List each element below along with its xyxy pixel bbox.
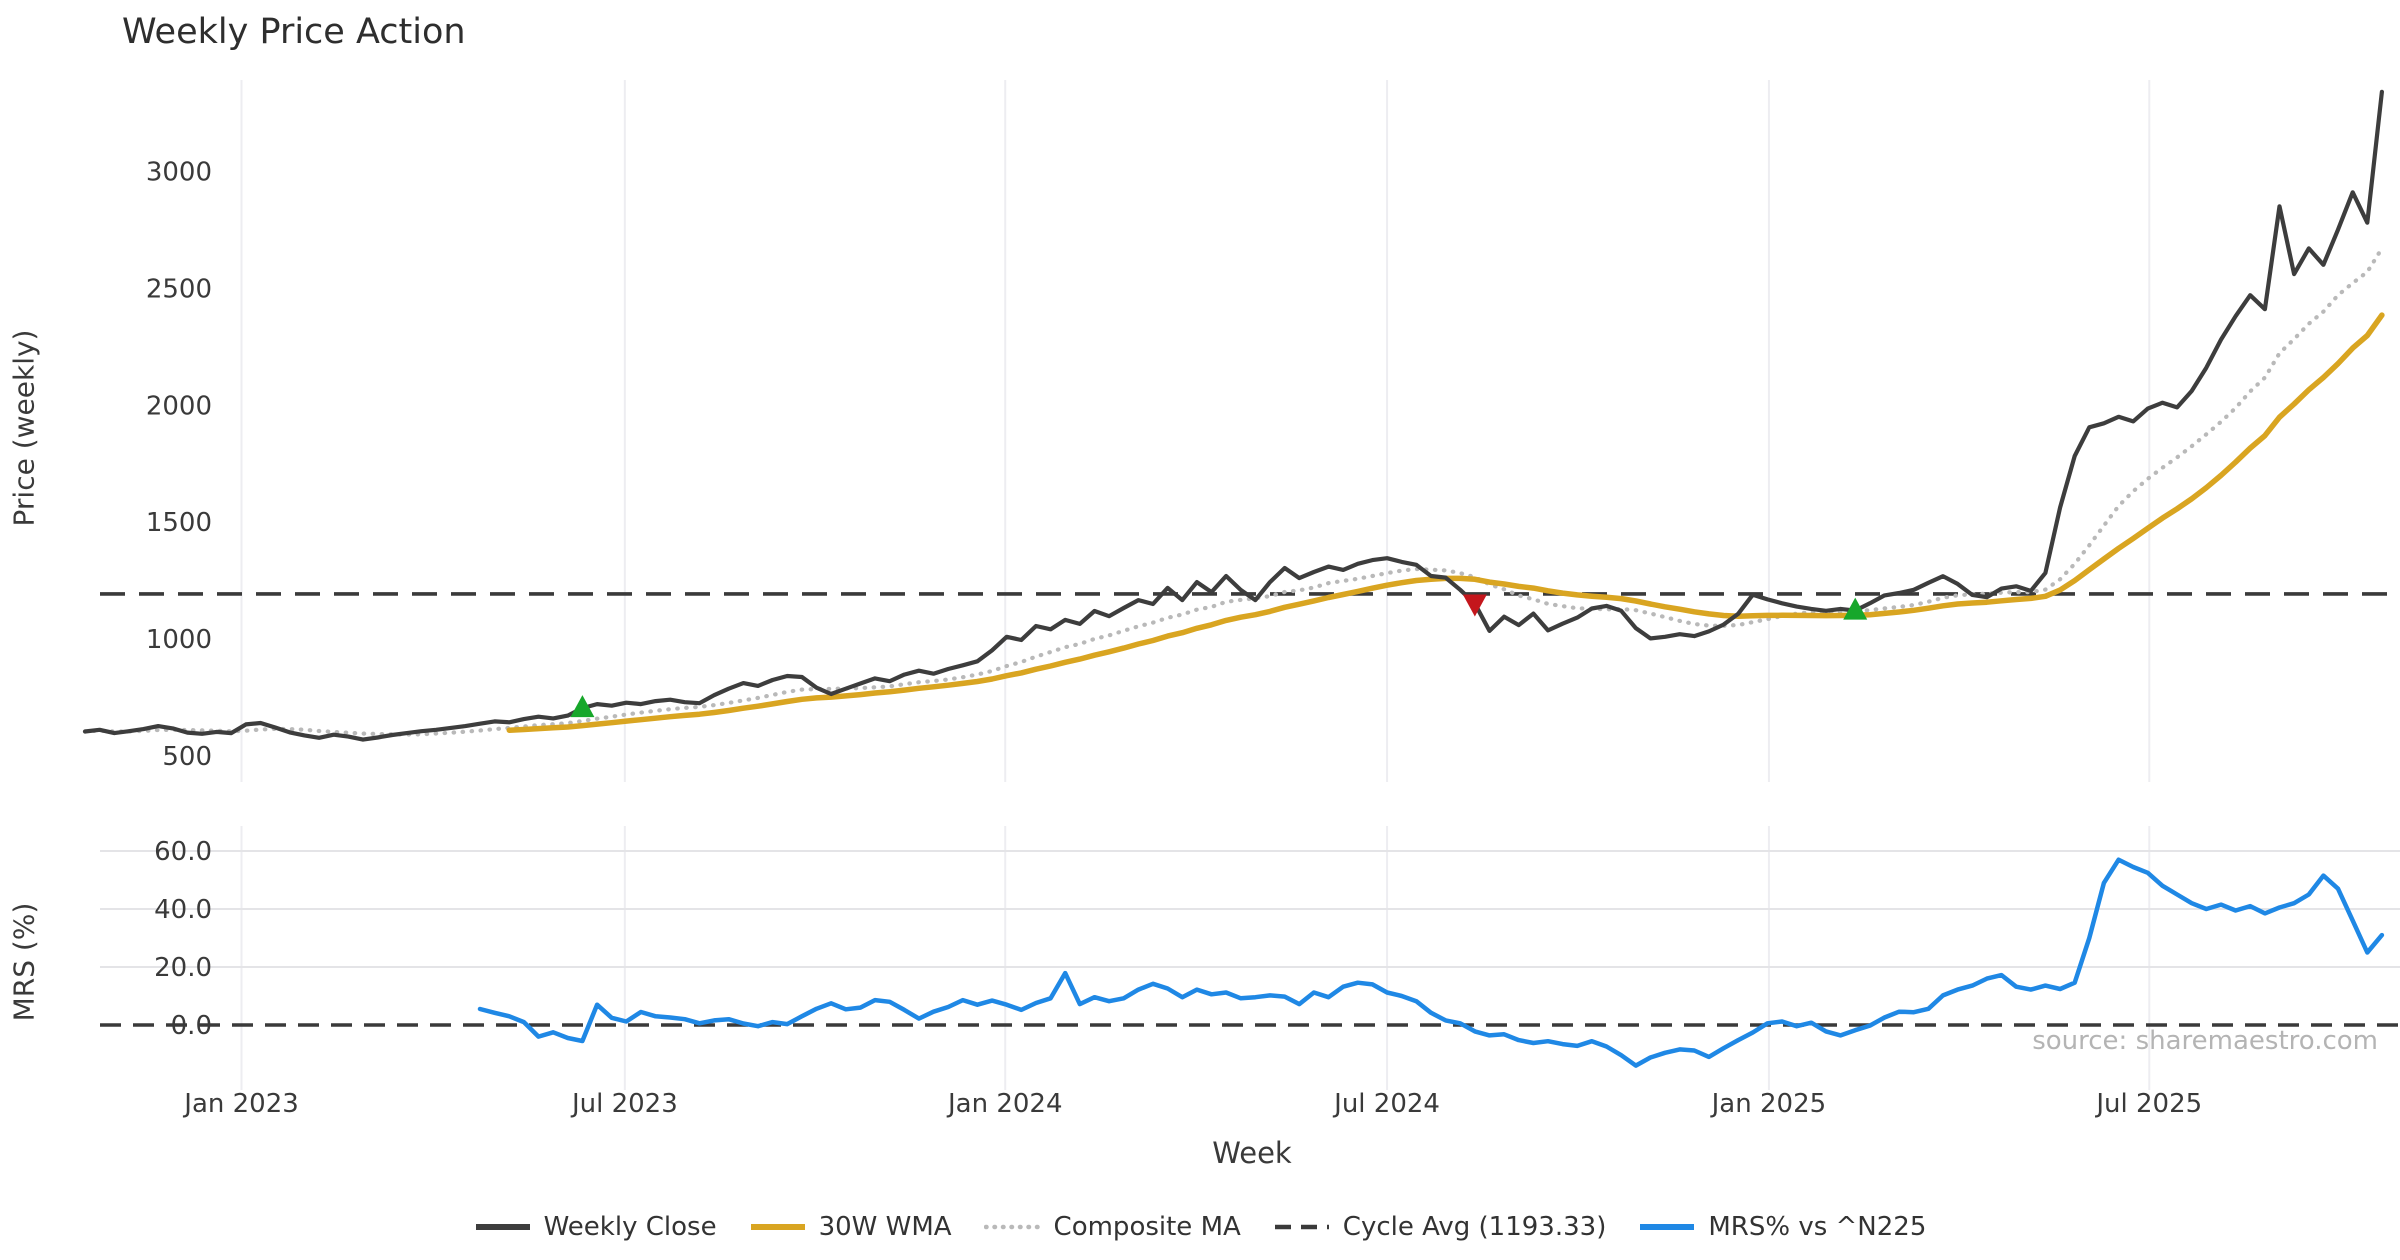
week-axis-label: Week (1212, 1136, 1292, 1170)
x-tick-label: Jan 2023 (182, 1089, 299, 1119)
mrs-line (477, 857, 2385, 1068)
source-watermark: source: sharemaestro.com (2032, 1026, 2378, 1056)
legend-label: Composite MA (1053, 1212, 1241, 1242)
price-y-tick-label: 2000 (146, 391, 212, 421)
x-tick-label: Jan 2024 (946, 1089, 1063, 1119)
mrs-y-tick-label: 40.0 (154, 895, 212, 925)
buy-signal-marker (570, 695, 595, 718)
chart-title: Weekly Price Action (122, 12, 466, 52)
mrs-y-tick-label: 20.0 (154, 953, 212, 983)
weekly-close-line (82, 89, 2384, 742)
sell-signal-marker (1462, 594, 1487, 617)
price-y-tick-label: 1500 (146, 508, 212, 538)
buy-signal-marker (1843, 597, 1868, 620)
legend-label: MRS% vs ^N225 (1708, 1212, 1927, 1242)
x-tick-label: Jan 2025 (1710, 1089, 1827, 1119)
legend-item-mrs-vs-n225: MRS% vs ^N225 (1638, 1212, 1926, 1242)
legend-item-weekly-close: Weekly Close (474, 1212, 717, 1242)
price-y-tick-label: 500 (162, 742, 212, 772)
wma-30w-line (506, 312, 2385, 733)
x-tick-label: Jul 2023 (570, 1089, 678, 1119)
mrs-axis-label: MRS (%) (7, 902, 41, 1022)
price-y-tick-label: 1000 (146, 625, 212, 655)
x-tick-label: Jul 2025 (2094, 1089, 2202, 1119)
composite-ma-line (82, 246, 2384, 737)
legend-label: Cycle Avg (1193.33) (1342, 1212, 1607, 1242)
legend-swatch-solid-line (1640, 1224, 1695, 1230)
mrs-y-tick-label: 60.0 (154, 837, 212, 867)
legend-swatch-dotted-line (983, 1224, 1042, 1230)
legend-item-30w-wma: 30W WMA (749, 1212, 952, 1242)
chart-legend: Weekly Close 30W WMA Composite MA Cycle Avg… (0, 1212, 2400, 1242)
legend-swatch-dashed-line (1274, 1224, 1329, 1230)
legend-swatch-solid-line (750, 1224, 805, 1230)
legend-swatch-solid-line (475, 1224, 530, 1230)
legend-item-composite-ma: Composite MA (983, 1212, 1241, 1242)
price-y-tick-label: 3000 (146, 158, 212, 188)
legend-label: Weekly Close (543, 1212, 717, 1242)
price-axis-label: Price (weekly) (7, 329, 41, 527)
legend-label: 30W WMA (818, 1212, 952, 1242)
x-tick-label: Jul 2024 (1332, 1089, 1440, 1119)
legend-item-cycle-avg-1193-33: Cycle Avg (1193.33) (1273, 1212, 1607, 1242)
price-y-tick-label: 2500 (146, 274, 212, 304)
